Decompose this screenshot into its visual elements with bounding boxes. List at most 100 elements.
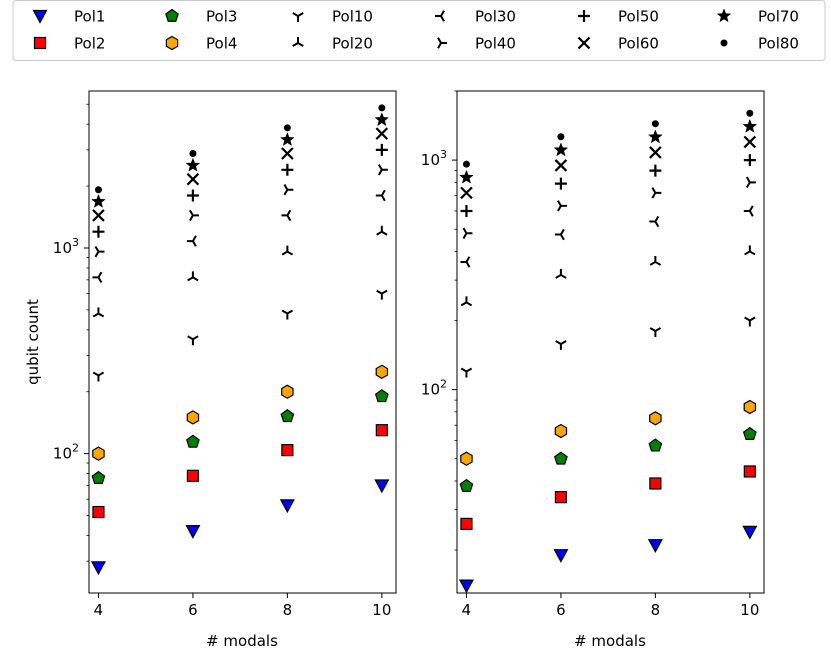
point-pol3-6 (186, 434, 200, 448)
point-pol40-6 (189, 209, 199, 222)
point-pol3-8 (280, 408, 295, 423)
point-pol3-4 (91, 470, 106, 484)
point-pol50-6 (186, 189, 199, 202)
point-pol1-6 (185, 524, 201, 539)
point-pol20-10 (744, 245, 756, 256)
point-pol20-8 (281, 245, 294, 256)
point-pol60-10 (743, 135, 757, 149)
point-pol60-4 (92, 209, 105, 222)
point-pol1-4 (90, 561, 106, 576)
left-x-axis-label: # modals (206, 632, 278, 650)
point-pol30-8 (649, 215, 660, 228)
y-tick-label: 103 (421, 148, 447, 169)
point-pol3-10 (374, 389, 389, 403)
right-panel-frame (456, 90, 765, 594)
point-pol70-10 (374, 112, 390, 127)
x-tick-label: 8 (651, 601, 661, 619)
legend-marker-pol10 (292, 12, 304, 22)
point-pol80-6 (557, 133, 565, 141)
legend-label-pol70: Pol70 (758, 8, 799, 26)
point-pol3-10 (742, 426, 757, 440)
point-pol1-8 (647, 539, 663, 553)
legend-marker-pol40 (437, 37, 447, 49)
point-pol2-8 (281, 444, 294, 457)
point-pol2-10 (375, 424, 388, 437)
point-pol80-6 (189, 150, 197, 158)
point-pol30-6 (186, 235, 197, 247)
point-pol30-4 (92, 271, 103, 284)
left-panel-markers (90, 104, 390, 576)
right-panel-markers (458, 109, 758, 594)
point-pol80-8 (651, 120, 659, 128)
point-pol2-10 (743, 465, 756, 478)
right-x-axis-label: # modals (574, 632, 646, 650)
point-pol1-6 (553, 549, 569, 563)
left-y-axis-label: qubit count (24, 299, 42, 385)
point-pol20-4 (460, 296, 473, 307)
point-pol20-4 (92, 307, 105, 318)
point-pol30-6 (554, 228, 565, 241)
legend-label-pol60: Pol60 (618, 35, 659, 53)
legend-label-pol1: Pol1 (74, 8, 105, 26)
legend-label-pol50: Pol50 (618, 8, 659, 26)
point-pol30-10 (375, 189, 386, 202)
right-x-ticks: 4 6 8 10 (462, 593, 759, 619)
point-pol4-4 (92, 446, 105, 461)
point-pol50-4 (92, 225, 105, 238)
x-tick-label: 8 (283, 601, 293, 619)
legend-marker-pol50 (578, 10, 590, 22)
point-pol70-8 (280, 132, 295, 146)
point-pol4-10 (743, 399, 757, 415)
left-x-ticks: 4 6 8 10 (94, 593, 391, 619)
point-pol10-8 (649, 327, 662, 338)
point-pol60-8 (281, 147, 294, 160)
point-pol1-8 (279, 499, 295, 514)
point-pol60-10 (375, 127, 389, 140)
legend-marker-pol70 (716, 8, 732, 23)
point-pol40-4 (94, 245, 105, 258)
point-pol40-10 (377, 164, 388, 176)
legend-label-pol4: Pol4 (206, 35, 237, 53)
point-pol50-8 (649, 164, 662, 177)
point-pol1-10 (742, 525, 758, 540)
legend-label-pol2: Pol2 (74, 35, 105, 53)
legend-marker-pol4 (165, 35, 179, 51)
right-panel: 4 6 8 10 102 103 # modals (421, 90, 765, 650)
legend-label-pol20: Pol20 (332, 35, 373, 53)
legend-marker-pol80 (720, 39, 728, 47)
legend-marker-pol30 (435, 10, 445, 22)
right-y-ticks: 102 103 (421, 90, 457, 551)
legend: Pol1 Pol2 Pol3 Pol4 Pol10 Pol20 Pol30 Pol40 Pol5… (12, 0, 826, 61)
legend-label-pol30: Pol30 (475, 8, 516, 26)
point-pol40-4 (462, 227, 473, 239)
x-tick-label: 4 (462, 601, 472, 619)
point-pol10-6 (187, 335, 199, 346)
point-pol4-10 (375, 364, 389, 379)
left-y-ticks: 102 103 (53, 103, 89, 562)
point-pol70-6 (553, 142, 569, 157)
point-pol30-4 (460, 256, 471, 268)
point-pol3-6 (554, 451, 568, 465)
point-pol10-4 (460, 367, 473, 378)
point-pol50-4 (460, 205, 473, 218)
y-tick-label: 102 (53, 442, 79, 463)
point-pol3-8 (648, 438, 663, 452)
legend-marker-pol20 (292, 37, 304, 47)
point-pol2-8 (649, 477, 662, 490)
point-pol20-6 (187, 271, 199, 282)
legend-marker-pol1 (32, 9, 48, 24)
point-pol60-8 (649, 146, 662, 159)
x-tick-label: 10 (372, 601, 391, 619)
point-pol1-4 (458, 579, 474, 594)
legend-marker-pol2 (33, 36, 47, 50)
point-pol10-4 (92, 371, 105, 382)
point-pol10-10 (744, 316, 756, 327)
point-pol50-6 (554, 177, 567, 190)
legend-label-pol40: Pol40 (475, 35, 516, 53)
point-pol30-10 (743, 205, 754, 217)
point-pol2-4 (92, 505, 105, 519)
point-pol60-4 (460, 186, 473, 200)
y-tick-label: 102 (421, 378, 447, 399)
point-pol10-10 (376, 289, 388, 300)
